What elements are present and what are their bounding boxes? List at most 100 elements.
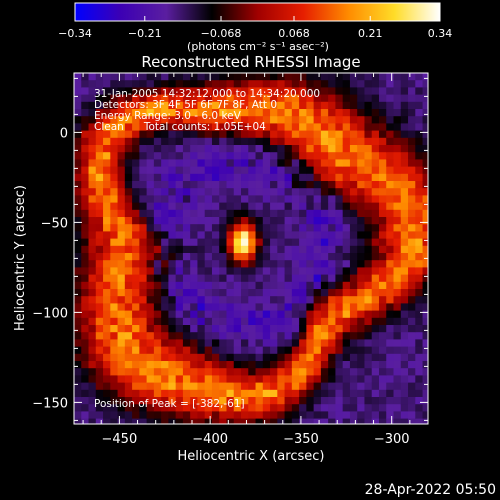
heatmap-cell (103, 101, 111, 110)
heatmap-cell (349, 195, 358, 204)
heatmap-cell (349, 152, 358, 160)
heatmap-cell (349, 317, 358, 326)
heatmap-cell (132, 80, 140, 88)
heatmap-cell (153, 238, 162, 247)
heatmap-cell (124, 101, 133, 110)
heatmap-cell (313, 375, 322, 384)
heatmap-cell (211, 303, 220, 312)
heatmap-cell (95, 418, 104, 424)
heatmap-cell (371, 188, 380, 196)
heatmap-cell (255, 231, 264, 240)
heatmap-cell (81, 310, 90, 319)
heatmap-cell (117, 137, 126, 146)
heatmap-cell (357, 281, 365, 290)
heatmap-cell (233, 202, 242, 211)
heatmap-cell (248, 289, 257, 297)
heatmap-cell (233, 267, 242, 276)
heatmap-cell (371, 267, 380, 276)
heatmap-cell (415, 217, 424, 225)
heatmap-cell (233, 224, 242, 232)
heatmap-cell (335, 303, 344, 312)
heatmap-cell (241, 339, 249, 348)
heatmap-cell (342, 123, 351, 132)
heatmap-cell (357, 109, 365, 117)
heatmap-cell (211, 217, 220, 225)
heatmap-cell (415, 173, 424, 182)
heatmap-cell (335, 397, 344, 405)
heatmap-cell (371, 145, 380, 153)
heatmap-cell (364, 382, 373, 391)
heatmap-cell (219, 368, 227, 376)
heatmap-cell (248, 325, 257, 333)
heatmap-cell (241, 404, 249, 412)
heatmap-cell (153, 411, 162, 420)
heatmap-cell (81, 353, 90, 362)
heatmap-cell (299, 202, 307, 211)
heatmap-cell (241, 296, 249, 304)
heatmap-cell (211, 361, 220, 369)
heatmap-cell (168, 346, 177, 355)
heatmap-cell (88, 87, 97, 96)
heatmap-cell (328, 73, 336, 81)
heatmap-cell (190, 289, 198, 297)
heatmap-cell (262, 152, 271, 160)
heatmap-cell (270, 253, 278, 261)
heatmap-cell (161, 209, 169, 218)
heatmap-cell (219, 94, 227, 103)
heatmap-cell (81, 209, 90, 218)
heatmap-cell (349, 73, 358, 81)
heatmap-cell (342, 274, 351, 283)
heatmap-cell (306, 389, 315, 398)
heatmap-cell (422, 267, 428, 276)
heatmap-cell (74, 274, 82, 283)
heatmap-cell (95, 368, 104, 376)
heatmap-cell (357, 73, 365, 81)
heatmap-cell (81, 231, 90, 240)
heatmap-cell (248, 217, 257, 225)
heatmap-cell (88, 116, 97, 124)
heatmap-cell (241, 145, 249, 153)
heatmap-cell (124, 303, 133, 312)
heatmap-cell (146, 397, 155, 405)
heatmap-cell (270, 397, 278, 405)
heatmap-cell (95, 73, 104, 81)
heatmap-cell (117, 109, 126, 117)
heatmap-cell (204, 325, 213, 333)
heatmap-cell (110, 173, 119, 182)
heatmap-cell (313, 202, 322, 211)
heatmap-cell (103, 267, 111, 276)
heatmap-cell (313, 325, 322, 333)
heatmap-cell (248, 245, 257, 254)
heatmap-cell (270, 310, 278, 319)
heatmap-cell (132, 109, 140, 117)
heatmap-cell (197, 404, 206, 412)
heatmap-cell (182, 224, 191, 232)
heatmap-cell (386, 303, 395, 312)
heatmap-cell (335, 245, 344, 254)
heatmap-cell (211, 375, 220, 384)
heatmap-cell (161, 123, 169, 132)
heatmap-cell (335, 80, 344, 88)
heatmap-cell (168, 202, 177, 211)
heatmap-cell (371, 332, 380, 340)
heatmap-cell (146, 253, 155, 261)
heatmap-cell (211, 346, 220, 355)
heatmap-cell (306, 181, 315, 189)
heatmap-cell (371, 411, 380, 420)
heatmap-cell (408, 166, 416, 175)
heatmap-cell (422, 397, 428, 405)
heatmap-cell (320, 382, 329, 391)
heatmap-cell (306, 375, 315, 384)
heatmap-cell (88, 145, 97, 153)
heatmap-cell (400, 123, 409, 132)
heatmap-cell (313, 80, 322, 88)
heatmap-cell (299, 274, 307, 283)
heatmap-cell (277, 145, 286, 153)
heatmap-cell (74, 116, 82, 124)
heatmap-cell (139, 274, 148, 283)
heatmap-cell (197, 418, 206, 424)
heatmap-cell (393, 260, 402, 268)
heatmap-cell (270, 281, 278, 290)
heatmap-cell (81, 94, 90, 103)
heatmap-cell (132, 238, 140, 247)
